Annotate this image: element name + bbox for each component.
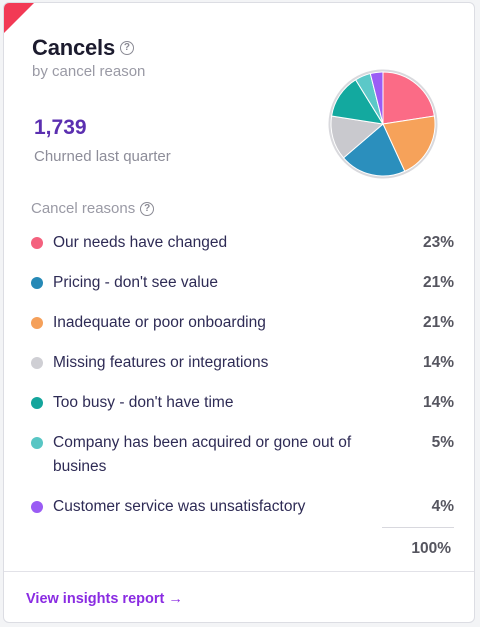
reason-percent: 4% (431, 498, 454, 515)
reason-percent: 14% (422, 394, 454, 411)
reason-label: Inadequate or poor onboarding (53, 314, 266, 331)
reason-label: Customer service was unsatisfactory (53, 498, 306, 515)
cancels-card: Cancels ? by cancel reason 1,739 Churned… (3, 2, 475, 623)
reason-dot-icon (31, 317, 43, 329)
pie-slice-2 (342, 123, 406, 177)
pie-slice-0 (382, 71, 435, 125)
reason-label: Company has been acquired or gone out of… (53, 434, 352, 475)
reason-row: Pricing - don't see value 21% (31, 271, 454, 295)
help-icon[interactable]: ? (119, 41, 134, 55)
pie-slice-1 (382, 115, 436, 172)
reason-label: Too busy - don't have time (53, 394, 234, 411)
section-label: Cancel reasons (31, 200, 136, 217)
reason-label: Our needs have changed (53, 234, 228, 251)
reason-dot-icon (31, 437, 43, 449)
title-row: Cancels ? (32, 35, 134, 61)
churned-label: Churned last quarter (34, 148, 171, 165)
churned-count: 1,739 (34, 116, 87, 139)
reason-dot-icon (31, 237, 43, 249)
reason-percent: 5% (431, 434, 454, 451)
reason-row: Our needs have changed 23% (31, 231, 454, 255)
reason-row: Company has been acquired or gone out of… (31, 431, 454, 479)
card-subtitle: by cancel reason (32, 63, 146, 80)
reason-row: Too busy - don't have time 14% (31, 391, 454, 415)
reason-row: Inadequate or poor onboarding 21% (31, 311, 454, 335)
help-icon[interactable]: ? (140, 201, 155, 216)
reason-percent: 21% (422, 314, 454, 331)
total-divider (382, 527, 454, 528)
reason-label: Pricing - don't see value (53, 274, 218, 291)
section-header: Cancel reasons ? (31, 200, 155, 217)
cancel-reasons-pie-chart (328, 69, 438, 179)
reason-percent: 21% (422, 274, 454, 291)
reason-row: Customer service was unsatisfactory 4% (31, 495, 454, 519)
reason-dot-icon (31, 357, 43, 369)
pie-slice-6 (369, 71, 384, 125)
footer-divider (4, 571, 474, 572)
reason-percent: 14% (422, 354, 454, 371)
reason-dot-icon (31, 277, 43, 289)
reason-row: Missing features or integrations 14% (31, 351, 454, 375)
reason-dot-icon (31, 501, 43, 513)
total-percent: 100% (411, 540, 451, 557)
reason-dot-icon (31, 397, 43, 409)
corner-accent (4, 3, 34, 33)
reasons-list: Our needs have changed 23% Pricing - don't… (31, 231, 454, 535)
view-insights-link[interactable]: View insights report → (26, 591, 183, 607)
reason-percent: 23% (422, 234, 454, 251)
reason-label: Missing features or integrations (53, 354, 269, 371)
card-title: Cancels (32, 35, 115, 60)
